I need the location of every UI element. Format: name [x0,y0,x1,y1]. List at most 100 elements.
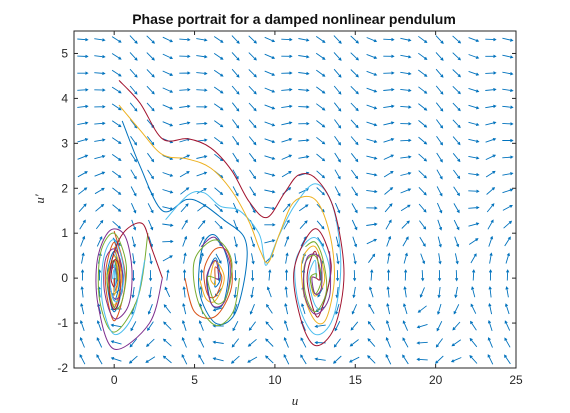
field-arrow [350,119,359,129]
field-arrow [111,69,122,77]
field-arrow [367,338,376,347]
field-arrow [351,169,359,180]
y-tick-label: 2 [61,181,68,195]
field-arrow [351,219,358,231]
field-arrow [435,68,444,78]
field-arrow [77,138,89,143]
field-arrow [335,270,340,282]
field-arrow [110,323,122,328]
field-arrow [232,202,239,214]
field-arrow [212,340,224,344]
x-tick-label: 10 [268,373,282,387]
field-arrow [132,253,136,265]
field-arrow [96,236,103,247]
field-arrow [179,71,191,75]
field-arrow [129,68,138,78]
field-arrow [148,270,153,282]
field-arrow [350,136,359,146]
field-arrow [435,102,444,112]
field-arrow [468,54,480,59]
field-arrow [231,102,240,112]
field-arrow [230,355,240,364]
field-arrow [366,121,378,127]
plot-area [73,30,517,369]
field-arrow [417,305,427,313]
field-arrow [315,52,326,60]
field-arrow [162,355,172,364]
field-arrow [163,321,172,330]
field-arrow [485,154,497,161]
field-arrow [350,321,359,331]
field-arrow [402,337,409,348]
field-arrow [264,121,276,127]
field-arrow [162,70,174,76]
field-arrow [129,52,138,61]
field-arrow [214,220,223,230]
field-arrow [485,54,497,58]
field-arrow [248,119,257,129]
field-arrow [198,236,205,247]
field-arrow [316,86,326,94]
field-arrow [162,53,174,60]
field-arrow [166,269,170,281]
field-arrow [403,252,408,264]
plot-background [74,31,516,368]
field-arrow [78,203,87,213]
field-arrow [468,206,480,210]
field-arrow [179,171,190,178]
field-arrow [384,203,393,213]
field-arrow [400,188,412,194]
field-arrow [130,136,138,146]
field-arrow [419,287,425,298]
field-arrow [366,222,378,226]
field-arrow [128,355,138,364]
field-arrow [470,253,477,264]
field-arrow [248,69,257,78]
field-arrow [77,88,89,92]
field-arrow [333,102,342,112]
field-arrow [96,337,103,348]
field-arrow [418,69,428,77]
field-arrow [264,53,276,60]
field-arrow [502,88,514,93]
field-arrow [368,253,376,263]
y-tick-label: -1 [57,316,68,330]
field-arrow [333,355,342,364]
trajectory-line-8 [121,120,248,326]
field-arrow [402,303,408,315]
field-arrow [436,169,443,180]
field-arrow [402,236,409,247]
field-arrow [452,102,461,112]
field-arrow [502,37,514,42]
field-arrow [504,320,511,331]
field-arrow [506,269,510,281]
field-arrow [181,337,187,348]
field-arrow [196,55,208,59]
field-arrow [213,53,224,60]
field-arrow [232,320,239,332]
x-axis-ticks: 0 5 10 15 20 25 [111,31,523,387]
field-arrow [215,253,222,264]
field-arrow [366,189,378,194]
field-arrow [436,152,443,163]
field-arrow [452,321,461,331]
field-arrow [232,119,240,129]
field-arrow [213,86,224,94]
field-arrow [180,187,190,195]
field-arrow [438,253,442,265]
field-arrow [366,138,378,143]
field-arrow [94,154,106,160]
field-arrow [333,35,342,44]
field-arrow [352,270,357,282]
field-arrow [366,155,378,160]
field-arrow [111,154,122,161]
field-arrow [489,252,493,264]
field-arrow [233,286,237,299]
field-arrow [368,286,374,298]
field-arrow [452,69,461,78]
field-arrow [383,154,395,160]
field-arrow [94,71,106,76]
field-arrow [146,85,155,95]
field-arrow [147,321,154,331]
